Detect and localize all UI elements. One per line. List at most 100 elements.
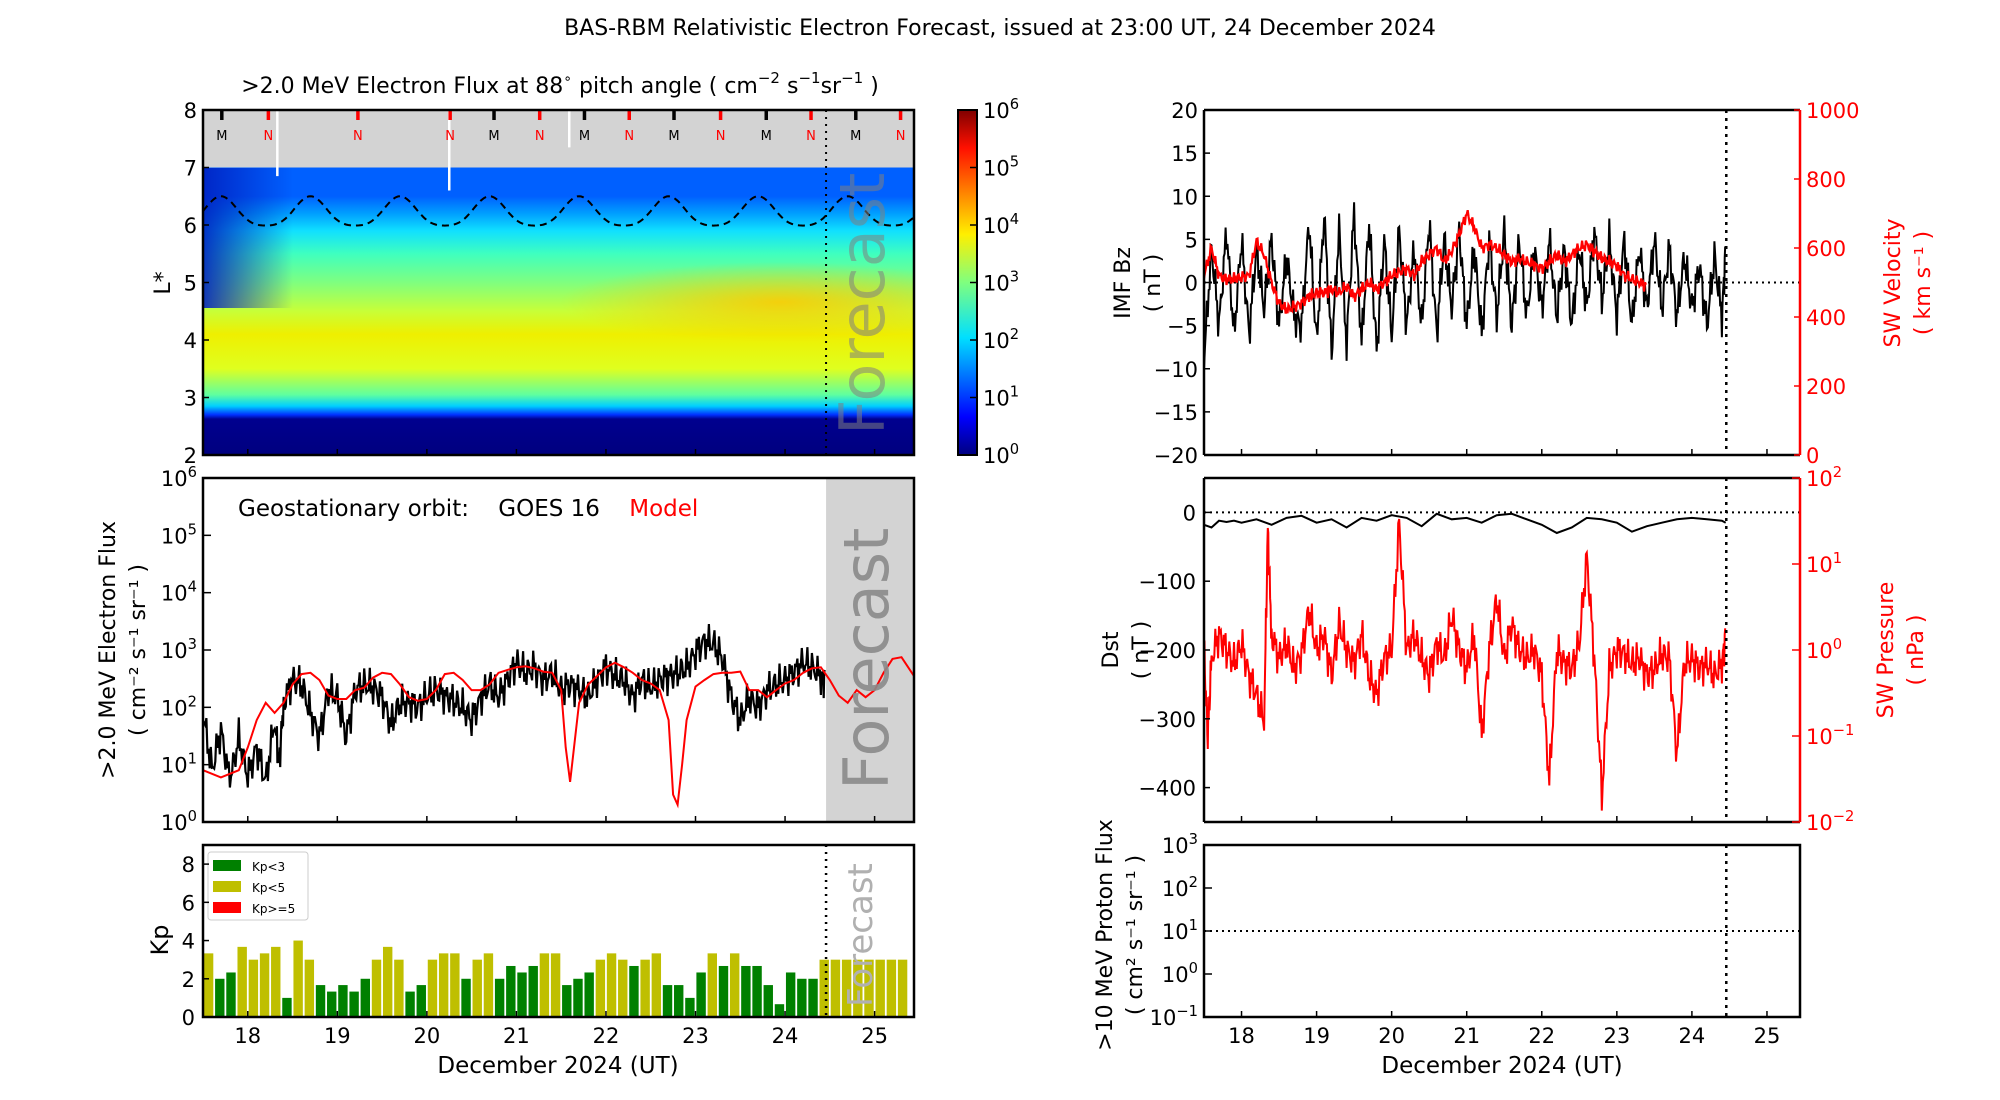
legend-label: Kp<5: [252, 881, 285, 895]
kp-bar: [752, 965, 762, 1017]
kp-forecast-bar: [864, 959, 874, 1017]
flux-hotspot: [560, 262, 914, 342]
kp-bar: [203, 953, 214, 1017]
sw-pressure-units: ( nPa ): [1904, 615, 1929, 686]
tick-label: 101: [1806, 550, 1842, 577]
kp-bar: [595, 959, 606, 1017]
kp-bar: [237, 946, 247, 1017]
y-tick-label: 15: [1171, 142, 1198, 166]
mlt-marker-label: M: [850, 129, 861, 144]
tick-label: 102: [1806, 464, 1842, 491]
forecast-watermark: Forecast: [830, 528, 903, 790]
y-tick-label: 0: [1183, 501, 1196, 525]
kp-forecast-bar: [841, 959, 852, 1017]
sw-velocity-line: [1204, 209, 1647, 314]
kp-bar: [360, 978, 371, 1017]
legend-swatch: [213, 881, 241, 892]
tick-label: 100: [1806, 636, 1842, 663]
kp-legend: Kp<3 Kp<5 Kp>=5: [207, 851, 309, 921]
flux-depletion: [203, 168, 293, 308]
kp-bar: [394, 959, 404, 1017]
y-tick-label: −5: [1167, 315, 1198, 339]
tick-label: 10−1: [1806, 722, 1854, 749]
kp-bar: [606, 953, 617, 1017]
kp-ylabel: Kp: [146, 925, 174, 956]
y-tick-label: 7: [184, 157, 197, 181]
kp-forecast-bar: [897, 959, 908, 1017]
tick-label: 101: [983, 384, 1019, 411]
kp-bar: [640, 959, 650, 1017]
x-tick-label: 25: [1754, 1024, 1781, 1048]
y-tick-label: −100: [1138, 570, 1196, 594]
goes-ylabel-units: ( cm⁻² s⁻¹ sr⁻¹ ): [126, 564, 151, 736]
tick-label: 103: [161, 636, 197, 663]
sw-velocity-label: SW Velocity: [1881, 218, 1906, 347]
goes-observed-line: [203, 623, 826, 788]
kp-forecast-bar: [886, 959, 897, 1017]
kp-bar: [271, 946, 281, 1017]
imf-panel: 20 15 10 5 0 −5 −10 −15 −20 1000 800 600 400 200 0 IM…: [1111, 99, 1936, 468]
tick-label: 105: [983, 154, 1019, 181]
tick-label: 102: [161, 693, 197, 720]
y2-tick-label: 400: [1806, 306, 1846, 330]
kp-forecast-bar: [819, 959, 829, 1017]
kp-bar: [461, 978, 471, 1017]
legend-label: Kp>=5: [252, 902, 295, 916]
y2-tick-label: 1000: [1806, 99, 1859, 123]
x-tick-label: 18: [234, 1024, 261, 1048]
proton-ylabel-units: ( cm² s⁻¹ sr⁻¹ ): [1123, 855, 1148, 1015]
kp-bar: [483, 953, 494, 1017]
mlt-marker-label: N: [624, 129, 634, 144]
x-tick-label: 24: [772, 1024, 799, 1048]
mlt-marker-label: M: [761, 129, 772, 144]
kp-bar: [685, 997, 695, 1017]
kp-bar: [763, 985, 773, 1017]
tick-label: 100: [983, 441, 1019, 468]
proton-frame: [1202, 843, 1802, 1019]
spectrogram-title: >2.0 MeV Electron Flux at 88∘ pitch angl…: [241, 69, 879, 99]
y2-tick-label: 0: [1806, 444, 1819, 468]
y-tick-label: −20: [1154, 444, 1198, 468]
kp-bar: [718, 965, 729, 1017]
dst-ylabel-units: ( nT ): [1129, 621, 1154, 680]
y2-tick-label: 600: [1806, 237, 1846, 261]
tick-label: 103: [983, 269, 1019, 296]
goes-legend: Geostationary orbit: GOES 16 Model: [238, 496, 698, 522]
goes-ylabel: >2.0 MeV Electron Flux: [96, 521, 121, 779]
kp-bar: [315, 985, 326, 1017]
tick-label: 103: [1162, 831, 1198, 858]
kp-bar: [808, 978, 818, 1017]
figure-title: BAS-RBM Relativistic Electron Forecast, …: [564, 16, 1436, 41]
mlt-marker-label: M: [668, 129, 679, 144]
kp-bar: [651, 953, 662, 1017]
y-tick-label: 5: [1185, 228, 1198, 252]
tick-label: 100: [1162, 960, 1198, 987]
y-tick-label: 2: [182, 968, 195, 992]
kp-forecast-bar: [830, 959, 841, 1017]
mlt-marker-label: M: [216, 129, 227, 144]
y-tick-label: −10: [1154, 358, 1198, 382]
x-tick-label: 23: [682, 1024, 709, 1048]
y-tick-label: −15: [1154, 401, 1198, 425]
spectrogram-ylabel: L*: [151, 271, 176, 294]
x-tick-label: 22: [593, 1024, 620, 1048]
y-tick-label: 4: [184, 329, 197, 353]
tick-label: 106: [161, 464, 197, 491]
y-tick-label: −400: [1138, 777, 1196, 801]
y-tick-label: 6: [184, 214, 197, 238]
y-tick-label: 0: [182, 1006, 195, 1030]
tick-label: 102: [983, 326, 1019, 353]
legend-observed: GOES 16: [498, 496, 600, 522]
kp-bar: [405, 991, 415, 1017]
forecast-watermark: Forecast: [826, 173, 899, 435]
mlt-marker-label: M: [488, 129, 499, 144]
imf-ylabel: IMF Bz: [1111, 247, 1136, 319]
tick-label: 102: [1162, 874, 1198, 901]
dst-line: [1204, 512, 1727, 535]
kp-bar: [293, 940, 303, 1017]
model-line: [203, 656, 914, 809]
kp-bar: [349, 991, 359, 1017]
kp-bar: [416, 985, 426, 1017]
mlt-marker-label: N: [445, 129, 455, 144]
kp-bar: [226, 972, 236, 1017]
